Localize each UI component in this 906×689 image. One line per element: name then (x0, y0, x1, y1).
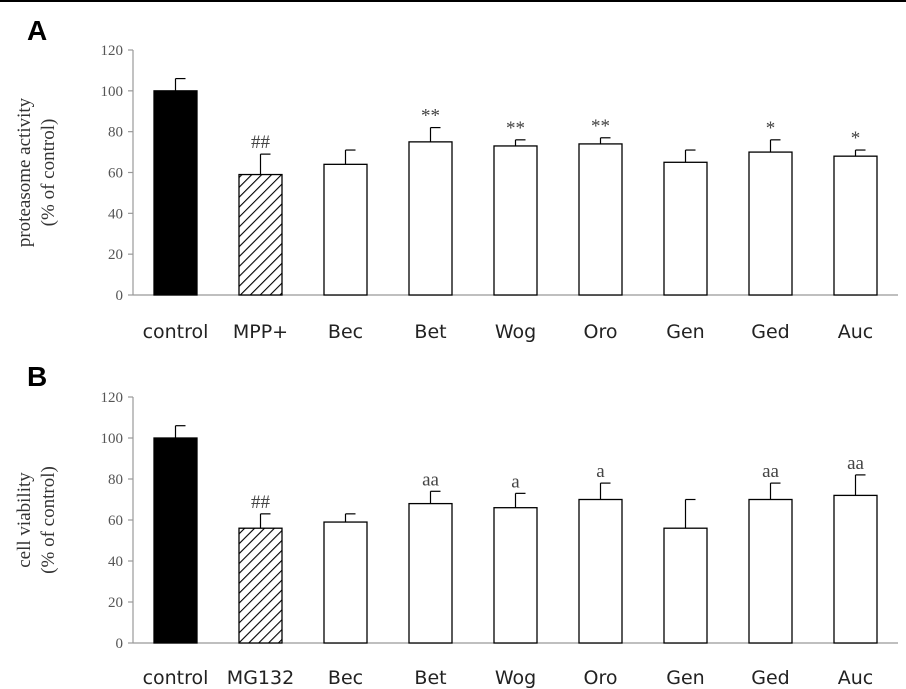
category-label: Ged (751, 321, 789, 343)
y-tick-label: 100 (101, 431, 124, 447)
category-label: Gen (666, 667, 704, 689)
category-label: Wog (495, 667, 536, 689)
significance-annotation: ## (251, 492, 271, 513)
bar-gen (663, 527, 708, 644)
bar-mg132 (238, 527, 283, 644)
category-label: MG132 (227, 667, 294, 689)
panel-letter-A: A (27, 15, 47, 46)
panel-letter-B: B (27, 361, 47, 392)
significance-annotation: ** (421, 106, 440, 127)
bar-mpp (238, 173, 283, 296)
y-tick-label: 0 (116, 288, 124, 304)
top-border (0, 0, 906, 2)
significance-annotation: * (766, 118, 776, 139)
significance-annotation: a (511, 471, 520, 492)
y-axis-label-line1: proteasome activity (14, 97, 35, 247)
bar-ged (748, 498, 793, 644)
category-label: Ged (751, 667, 789, 689)
category-label: Wog (495, 321, 536, 343)
y-axis-label-line2: (% of control) (38, 466, 59, 574)
bar-bet (408, 141, 453, 296)
bar-control (153, 90, 198, 296)
bar-wog (493, 507, 538, 644)
y-tick-label: 60 (108, 166, 123, 182)
bar-control (153, 437, 198, 644)
y-tick-label: 40 (108, 554, 123, 570)
category-label: Auc (838, 321, 874, 343)
bar-bec (323, 163, 368, 296)
significance-annotation: ## (251, 132, 271, 153)
significance-annotation: ** (506, 118, 525, 139)
y-axis-label-line2: (% of control) (38, 119, 59, 227)
bar-bec (323, 521, 368, 644)
significance-annotation: aa (422, 469, 439, 490)
bar-auc (833, 494, 878, 644)
category-label: Gen (666, 321, 704, 343)
significance-annotation: aa (762, 461, 779, 482)
y-tick-label: 120 (101, 43, 124, 59)
y-tick-label: 20 (108, 247, 123, 263)
significance-annotation: ** (591, 116, 610, 137)
bar-ged (748, 151, 793, 296)
y-tick-label: 40 (108, 206, 123, 222)
y-tick-label: 120 (101, 390, 124, 406)
category-label: Oro (584, 667, 618, 689)
bar-gen (663, 161, 708, 296)
category-label: Bet (414, 667, 446, 689)
bar-oro (578, 498, 623, 644)
y-tick-label: 80 (108, 472, 123, 488)
y-tick-label: 20 (108, 595, 123, 611)
significance-annotation: * (851, 128, 861, 149)
significance-annotation: a (596, 461, 605, 482)
y-tick-label: 80 (108, 125, 123, 141)
y-tick-label: 0 (116, 636, 124, 652)
category-label: MPP+ (233, 321, 288, 343)
significance-annotation: aa (847, 453, 864, 474)
bar-wog (493, 145, 538, 296)
category-label: control (143, 667, 209, 689)
category-label: Auc (838, 667, 874, 689)
y-tick-label: 60 (108, 513, 123, 529)
bar-bet (408, 502, 453, 644)
category-label: Bec (328, 321, 363, 343)
category-label: Bet (414, 321, 446, 343)
category-label: Oro (584, 321, 618, 343)
y-axis-label-line1: cell viability (14, 472, 35, 568)
category-label: control (143, 321, 209, 343)
y-tick-label: 100 (101, 84, 124, 100)
bar-auc (833, 155, 878, 296)
bar-oro (578, 143, 623, 296)
category-label: Bec (328, 667, 363, 689)
